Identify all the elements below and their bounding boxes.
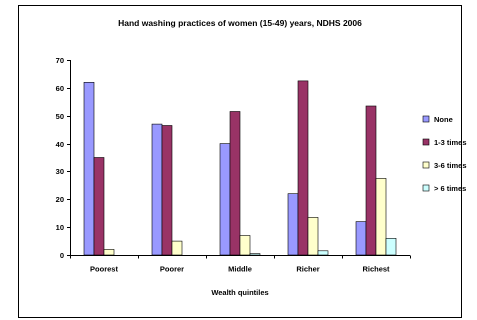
bar — [219, 143, 231, 256]
bar — [151, 123, 163, 256]
legend: None 1-3 times 3-6 times > 6 times — [422, 115, 467, 193]
bar — [307, 217, 319, 256]
y-tick-label: 60 — [56, 84, 64, 93]
chart-title: Hand washing practices of women (15-49) … — [118, 18, 362, 28]
legend-swatch — [422, 161, 430, 169]
bar — [93, 157, 105, 256]
x-tick-label: Richest — [362, 265, 390, 274]
y-tick-label: 0 — [60, 251, 64, 260]
y-axis: 0 10 20 30 40 50 60 70 — [56, 56, 71, 260]
bar — [161, 125, 173, 256]
bar — [249, 253, 261, 256]
bar — [355, 221, 367, 256]
bar — [365, 105, 377, 256]
legend-swatch — [422, 184, 430, 192]
legend-label: > 6 times — [434, 184, 466, 193]
x-axis: Poorest Poorer Middle Richer Richest — [70, 255, 411, 274]
x-tick-label: Middle — [228, 265, 252, 274]
bar — [83, 82, 95, 256]
y-tick-label: 10 — [56, 223, 64, 232]
bar — [239, 235, 251, 256]
bar — [385, 238, 397, 256]
y-tick-label: 30 — [56, 167, 64, 176]
plot-bars — [83, 80, 397, 256]
x-axis-label: Wealth quintiles — [211, 288, 268, 297]
bar — [375, 178, 387, 256]
x-tick-label: Poorer — [160, 265, 184, 274]
bar — [103, 249, 115, 256]
bar — [287, 193, 299, 256]
x-tick-label: Poorest — [90, 265, 118, 274]
bar — [171, 240, 183, 256]
legend-label: None — [434, 115, 453, 124]
x-tick-label: Richer — [296, 265, 319, 274]
bar — [317, 250, 329, 256]
bar — [297, 80, 309, 256]
y-tick-label: 20 — [56, 195, 64, 204]
legend-swatch — [422, 138, 430, 146]
y-tick-label: 50 — [56, 112, 64, 121]
legend-swatch — [422, 115, 430, 123]
legend-label: 1-3 times — [434, 138, 467, 147]
y-tick-label: 40 — [56, 140, 64, 149]
y-tick-label: 70 — [56, 56, 64, 65]
bar — [229, 111, 241, 256]
legend-label: 3-6 times — [434, 161, 467, 170]
